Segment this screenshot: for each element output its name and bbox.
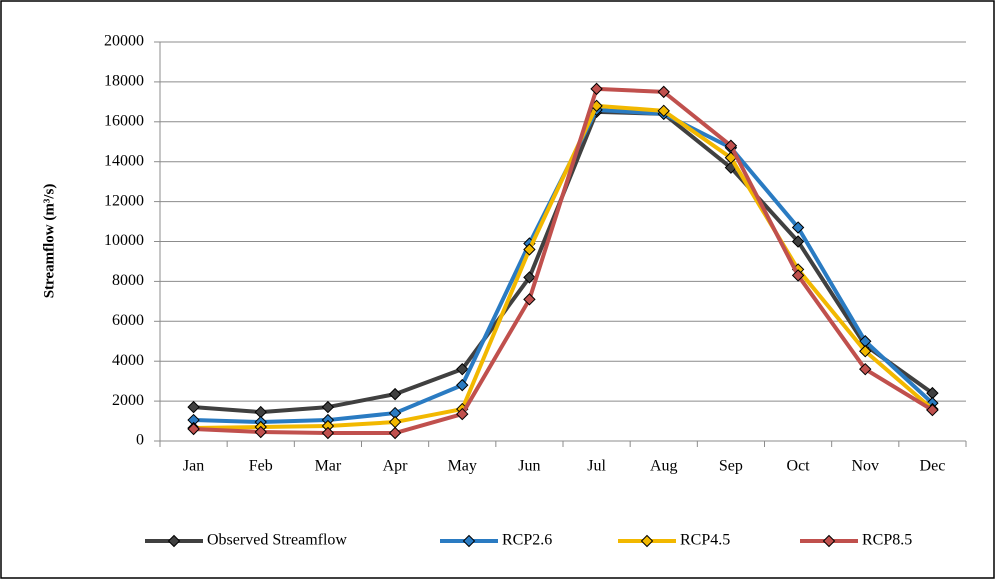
x-tick-label: Aug <box>650 458 678 475</box>
y-tick-label: 18000 <box>104 73 144 90</box>
series-marker <box>791 221 805 234</box>
series-marker <box>926 403 939 417</box>
series-marker <box>859 362 872 376</box>
x-tick-label: May <box>448 458 477 475</box>
series-marker <box>590 82 603 96</box>
series-marker <box>388 426 402 440</box>
series-marker <box>791 269 805 282</box>
y-tick-label: 0 <box>136 432 144 449</box>
legend-label: RCP4.5 <box>680 532 730 549</box>
x-tick-label: Jun <box>518 458 540 475</box>
y-tick-label: 14000 <box>104 152 144 169</box>
legend-marker <box>822 534 836 548</box>
series-marker <box>456 407 469 421</box>
x-tick-label: Sep <box>719 458 743 475</box>
series-marker <box>187 400 200 414</box>
y-tick-label: 4000 <box>112 352 144 369</box>
series-marker <box>724 139 738 152</box>
series-marker <box>187 422 200 436</box>
y-tick-label: 20000 <box>104 33 144 50</box>
series-marker <box>523 271 536 284</box>
series-marker <box>456 378 469 392</box>
series-line <box>193 86 934 436</box>
legend-marker <box>462 534 476 548</box>
series-marker <box>523 293 536 306</box>
y-tick-label: 2000 <box>112 392 144 409</box>
x-tick-label: Jul <box>587 458 606 475</box>
y-tick-label: 12000 <box>104 192 144 209</box>
legend-label: RCP2.6 <box>502 532 552 549</box>
series-marker <box>791 235 805 248</box>
x-tick-label: Nov <box>851 458 879 475</box>
series-line <box>193 103 934 431</box>
legend-marker <box>167 534 181 548</box>
y-axis-title: Streamflow (m³/s) <box>41 184 57 299</box>
series-marker <box>456 362 469 376</box>
series-marker <box>321 426 335 440</box>
series-marker <box>657 85 670 99</box>
y-tick-label: 8000 <box>112 272 144 289</box>
x-tick-label: Feb <box>249 458 273 475</box>
legend-label: Observed Streamflow <box>207 532 347 549</box>
x-tick-label: Mar <box>315 458 342 475</box>
series-marker <box>859 345 872 358</box>
series-marker <box>657 104 670 118</box>
legend-label: RCP8.5 <box>862 532 912 549</box>
x-tick-label: Jan <box>183 458 204 475</box>
x-tick-label: Apr <box>383 458 409 475</box>
x-tick-label: Oct <box>787 458 811 475</box>
series-marker <box>254 425 267 439</box>
legend-marker <box>640 534 654 548</box>
series-marker <box>388 387 402 401</box>
x-tick-label: Dec <box>920 458 946 475</box>
series-marker <box>321 400 335 414</box>
y-tick-label: 10000 <box>104 232 144 249</box>
y-tick-label: 6000 <box>112 312 144 329</box>
y-tick-label: 16000 <box>104 112 144 129</box>
series-marker <box>523 243 536 256</box>
